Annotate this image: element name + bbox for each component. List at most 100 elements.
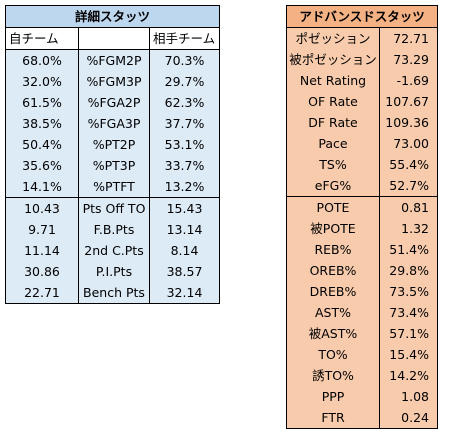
opponent-value: 15.43 [148, 197, 221, 219]
opponent-value: 38.57 [148, 261, 221, 282]
opponent-value: 32.14 [148, 282, 221, 304]
own-value: 50.4% [5, 134, 79, 155]
own-team-header: 自チーム [5, 27, 79, 50]
detailed-stats-table: 詳細スタッツ 自チーム 相手チーム 68.0% %FGM2P 70.3% 32.0%… [4, 5, 221, 304]
stat-value: 73.5% [378, 281, 439, 302]
stat-value: 1.08 [378, 386, 439, 407]
stat-label: TS% [286, 154, 380, 175]
stat-value: 109.36 [378, 112, 439, 133]
own-value: 30.86 [5, 261, 79, 282]
opponent-value: 8.14 [148, 240, 221, 261]
stat-label: F.B.Pts [78, 219, 150, 240]
stat-label: OF Rate [286, 91, 380, 112]
table-row: eFG% 52.7% [286, 175, 439, 197]
stat-label: %FGM2P [78, 49, 150, 71]
stat-label: DF Rate [286, 112, 380, 133]
advanced-stats-title: アドバンスドスタッツ [285, 5, 439, 28]
stat-label: eFG% [286, 175, 380, 197]
stat-value: 55.4% [378, 154, 439, 175]
team-header-row: 自チーム 相手チーム [5, 27, 221, 50]
stat-value: 51.4% [378, 239, 439, 260]
own-value: 10.43 [5, 197, 79, 219]
opponent-value: 62.3% [148, 92, 221, 113]
table-row: 被AST% 57.1% [286, 323, 439, 344]
table-row: 35.6% %PT3P 33.7% [5, 155, 221, 176]
stat-value: 73.00 [378, 133, 439, 154]
advanced-stats-header-row: アドバンスドスタッツ [285, 5, 439, 28]
table-row: 誘TO% 14.2% [286, 365, 439, 386]
table-row: AST% 73.4% [286, 302, 439, 323]
table-row: TO% 15.4% [286, 344, 439, 365]
own-value: 9.71 [5, 219, 79, 240]
table-row: 14.1% %PTFT 13.2% [5, 176, 221, 198]
table-row: 22.71 Bench Pts 32.14 [5, 282, 221, 304]
table-row: ポゼッション 72.71 [286, 27, 439, 49]
stat-label: PPP [286, 386, 380, 407]
stat-label-header [78, 27, 150, 50]
table-row: POTE 0.81 [286, 196, 439, 218]
stat-label: ポゼッション [286, 27, 380, 49]
table-row: PPP 1.08 [286, 386, 439, 407]
stat-value: 52.7% [378, 175, 439, 197]
stat-label: %FGA2P [78, 92, 150, 113]
stat-label: 2nd C.Pts [78, 240, 150, 261]
table-row: 61.5% %FGA2P 62.3% [5, 92, 221, 113]
opponent-value: 33.7% [148, 155, 221, 176]
opponent-value: 13.2% [148, 176, 221, 198]
stat-value: 107.67 [378, 91, 439, 112]
table-row: FTR 0.24 [286, 407, 439, 429]
own-value: 68.0% [5, 49, 79, 71]
stat-label: 被ポゼッション [286, 49, 380, 70]
table-row: OREB% 29.8% [286, 260, 439, 281]
opponent-value: 37.7% [148, 113, 221, 134]
stat-value: 73.29 [378, 49, 439, 70]
table-row: 68.0% %FGM2P 70.3% [5, 49, 221, 71]
own-value: 22.71 [5, 282, 79, 304]
table-row: 30.86 P.I.Pts 38.57 [5, 261, 221, 282]
stat-label: Pace [286, 133, 380, 154]
stat-value: 57.1% [378, 323, 439, 344]
stat-value: 0.24 [378, 407, 439, 429]
own-value: 38.5% [5, 113, 79, 134]
opponent-value: 53.1% [148, 134, 221, 155]
stat-label: 被AST% [286, 323, 380, 344]
table-row: TS% 55.4% [286, 154, 439, 175]
table-row: DF Rate 109.36 [286, 112, 439, 133]
stat-label: P.I.Pts [78, 261, 150, 282]
detailed-stats-header-row: 詳細スタッツ [4, 5, 221, 28]
table-row: 32.0% %FGM3P 29.7% [5, 71, 221, 92]
table-row: OF Rate 107.67 [286, 91, 439, 112]
own-value: 11.14 [5, 240, 79, 261]
table-row: 被ポゼッション 73.29 [286, 49, 439, 70]
stat-value: 0.81 [378, 196, 439, 218]
stat-label: 被POTE [286, 218, 380, 239]
stat-value: 72.71 [378, 27, 439, 49]
own-value: 61.5% [5, 92, 79, 113]
stat-label: POTE [286, 196, 380, 218]
table-row: 50.4% %PT2P 53.1% [5, 134, 221, 155]
stat-label: Pts Off TO [78, 197, 150, 219]
detailed-stats-title: 詳細スタッツ [4, 5, 221, 28]
own-value: 35.6% [5, 155, 79, 176]
stat-label: %PT3P [78, 155, 150, 176]
stat-label: TO% [286, 344, 380, 365]
stat-label: FTR [286, 407, 380, 429]
stat-value: -1.69 [378, 70, 439, 91]
table-row: 9.71 F.B.Pts 13.14 [5, 219, 221, 240]
stat-label: %FGM3P [78, 71, 150, 92]
opponent-team-header: 相手チーム [148, 27, 221, 50]
table-row: REB% 51.4% [286, 239, 439, 260]
stat-label: %FGA3P [78, 113, 150, 134]
stat-label: %PT2P [78, 134, 150, 155]
stat-label: Bench Pts [78, 282, 150, 304]
stat-label: DREB% [286, 281, 380, 302]
table-row: 10.43 Pts Off TO 15.43 [5, 197, 221, 219]
table-row: Pace 73.00 [286, 133, 439, 154]
stat-value: 29.8% [378, 260, 439, 281]
stat-label: REB% [286, 239, 380, 260]
stat-value: 1.32 [378, 218, 439, 239]
stat-label: Net Rating [286, 70, 380, 91]
stat-value: 73.4% [378, 302, 439, 323]
opponent-value: 29.7% [148, 71, 221, 92]
stat-label: OREB% [286, 260, 380, 281]
